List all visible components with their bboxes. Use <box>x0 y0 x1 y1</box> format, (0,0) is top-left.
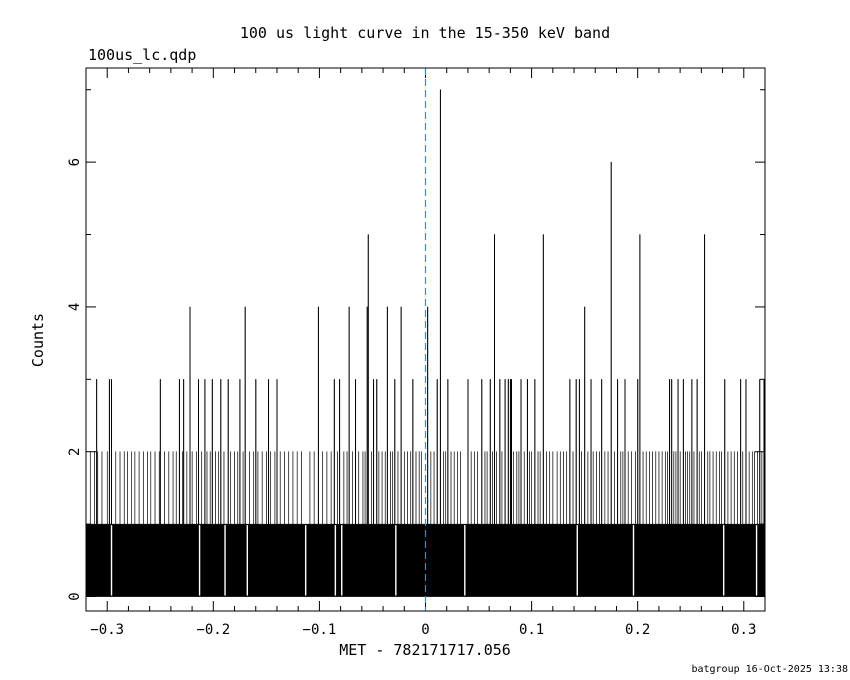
x-tick-label: −0.2 <box>196 622 230 638</box>
y-axis-label: Counts <box>29 313 47 367</box>
y-tick-label: 2 <box>67 448 83 456</box>
x-tick-label: −0.3 <box>90 622 124 638</box>
x-axis-label: MET - 782171717.056 <box>339 641 511 659</box>
y-tick-labels: 0 2 4 6 <box>67 158 83 601</box>
y-tick-label: 6 <box>67 158 83 166</box>
file-name-label: 100us_lc.qdp <box>88 46 196 64</box>
x-tick-label: 0.1 <box>519 622 544 638</box>
chart-title: 100 us light curve in the 15-350 keV ban… <box>240 24 610 42</box>
x-tick-label: 0.3 <box>731 622 756 638</box>
x-tick-label: 0 <box>421 622 429 638</box>
x-tick-labels: −0.3 −0.2 −0.1 0 0.1 0.2 0.3 <box>90 622 756 638</box>
count-bars <box>85 89 766 597</box>
footer-stamp: batgroup 16-Oct-2025 13:38 <box>691 664 848 675</box>
y-tick-label: 4 <box>67 303 83 311</box>
plot-frame <box>85 67 766 612</box>
x-tick-label: −0.1 <box>303 622 337 638</box>
y-tick-label: 0 <box>67 592 83 600</box>
x-tick-label: 0.2 <box>625 622 650 638</box>
